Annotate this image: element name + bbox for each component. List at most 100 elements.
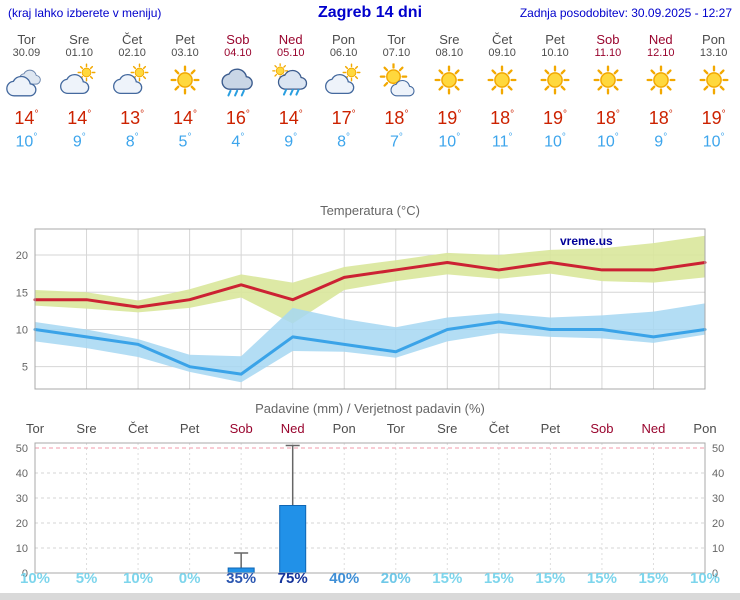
forecast-day[interactable]: Sob 11.10 18° 10° xyxy=(581,32,634,150)
precip-probability: 15% xyxy=(586,570,617,587)
svg-text:20: 20 xyxy=(16,518,28,530)
svg-text:40: 40 xyxy=(712,468,724,480)
high-temp: 19° xyxy=(437,108,462,128)
precip-probability: 35% xyxy=(226,570,257,587)
precip-day-label: Sob xyxy=(229,421,253,436)
precip-probability: 10% xyxy=(689,570,721,587)
high-temp: 17° xyxy=(331,108,356,128)
precip-day-label: Čet xyxy=(488,421,509,436)
day-name: Pet xyxy=(175,32,195,47)
forecast-day[interactable]: Sre 01.10 14° 9° xyxy=(53,32,106,150)
day-name: Sre xyxy=(69,32,90,47)
sunny-icon xyxy=(687,63,740,103)
sunny-icon xyxy=(476,63,529,103)
precip-bar xyxy=(279,505,307,574)
precip-day-label: Pet xyxy=(540,421,561,436)
svg-text:10: 10 xyxy=(16,543,28,555)
day-name: Čet xyxy=(122,32,143,47)
svg-text:50: 50 xyxy=(712,443,724,455)
precip-day-label: Sre xyxy=(437,421,458,436)
page-title: Zagreb 14 dni xyxy=(317,4,423,21)
svg-text:0: 0 xyxy=(712,568,718,579)
forecast-day[interactable]: Pon 06.10 17° 8° xyxy=(317,32,370,151)
header: (kraj lahko izberete v meniju) Zagreb 14… xyxy=(0,0,740,26)
precip-prob-row: 10% 5% 10% 0% 35% 75% 40% 20% 15% 15% 15% 15% 15% 10% xyxy=(0,571,740,587)
low-temp: 5° xyxy=(178,132,192,151)
cloudy-icon xyxy=(0,63,53,103)
day-name: Tor xyxy=(17,32,36,47)
high-temp: 14° xyxy=(14,108,39,128)
precip-day-label: Tor xyxy=(386,421,405,436)
day-date: 06.10 xyxy=(329,47,358,59)
svg-text:50: 50 xyxy=(16,443,28,455)
forecast-strip: Tor 30.09 14° 10° Sre 01.10 14° 9° Čet 02.10 13° 8°… xyxy=(0,32,740,151)
svg-text:30: 30 xyxy=(712,493,724,505)
day-date: 08.10 xyxy=(435,47,464,59)
sunny-icon xyxy=(529,63,582,103)
precip-probability: 15% xyxy=(535,570,566,587)
forecast-day[interactable]: Pon 13.10 19° 10° xyxy=(687,32,740,150)
high-temp: 19° xyxy=(701,108,726,128)
forecast-day[interactable]: Sre 08.10 19° 10° xyxy=(423,32,476,151)
precip-probability: 5% xyxy=(75,570,98,587)
low-temp: 9° xyxy=(654,132,668,151)
svg-text:20: 20 xyxy=(712,518,724,530)
day-date: 03.10 xyxy=(171,47,199,59)
partly-icon xyxy=(53,63,106,103)
forecast-day[interactable]: Pet 10.10 19° 10° xyxy=(529,32,582,151)
svg-text:20: 20 xyxy=(16,250,28,262)
high-temp: 16° xyxy=(225,108,250,128)
forecast-day[interactable]: Ned 05.10 14° 9° xyxy=(264,32,317,150)
precip-day-label: Pet xyxy=(179,421,200,436)
day-name: Pon xyxy=(332,32,356,47)
precip-day-label: Čet xyxy=(127,421,149,436)
precip-day-label: Ned xyxy=(641,421,666,436)
svg-text:40: 40 xyxy=(16,468,28,480)
precip-probability: 0% xyxy=(178,570,201,587)
precip-day-label: Tor xyxy=(25,421,45,436)
forecast-day[interactable]: Sob 04.10 16° 4° xyxy=(211,32,264,151)
low-temp: 4° xyxy=(231,132,245,151)
high-temp: 19° xyxy=(543,108,568,128)
precip-probability: 10% xyxy=(19,570,51,587)
precip-probability: 20% xyxy=(380,570,411,587)
high-temp: 14° xyxy=(278,108,303,128)
precip-probability: 75% xyxy=(277,570,308,587)
svg-text:0: 0 xyxy=(22,568,28,579)
low-temp: 10° xyxy=(15,132,38,151)
day-name: Tor xyxy=(387,32,406,47)
low-temp: 10° xyxy=(544,132,566,151)
temperature-chart-svg: 5 10 15 20 vreme.us xyxy=(16,228,707,390)
forecast-day[interactable]: Tor 30.09 14° 10° xyxy=(0,32,53,151)
forecast-day[interactable]: Ned 12.10 18° 9° xyxy=(634,32,687,151)
forecast-day[interactable]: Čet 02.10 13° 8° xyxy=(106,32,159,150)
precip-day-label: Pon xyxy=(693,421,717,436)
high-temp: 18° xyxy=(384,108,409,128)
svg-text:30: 30 xyxy=(16,493,28,505)
day-name: Ned xyxy=(648,32,673,47)
day-name: Pon xyxy=(702,32,726,47)
high-temp: 18° xyxy=(648,108,673,128)
max-range-band xyxy=(35,235,705,324)
svg-text:5: 5 xyxy=(22,362,28,374)
sunny-icon xyxy=(423,63,476,103)
day-date: 07.10 xyxy=(382,47,411,59)
svg-text:10: 10 xyxy=(712,543,724,555)
day-date: 01.10 xyxy=(65,47,94,59)
precip-probability: 15% xyxy=(432,570,463,587)
low-temp: 8° xyxy=(337,132,351,151)
day-date: 05.10 xyxy=(276,47,305,59)
precip-day-label: Pon xyxy=(332,421,356,436)
high-temp: 14° xyxy=(172,108,198,128)
sunny-icon xyxy=(159,63,212,103)
forecast-day[interactable]: Čet 09.10 18° 11° xyxy=(476,32,529,150)
min-range-band xyxy=(35,303,705,383)
low-temp: 10° xyxy=(438,132,461,151)
forecast-day[interactable]: Pet 03.10 14° 5° xyxy=(159,32,212,151)
precip-day-label: Ned xyxy=(280,421,305,436)
horizontal-scrollbar-track[interactable] xyxy=(0,593,740,600)
forecast-day[interactable]: Tor 07.10 18° 7° xyxy=(370,32,423,151)
high-temp: 18° xyxy=(595,108,620,128)
low-temp: 7° xyxy=(389,132,403,151)
day-date: 02.10 xyxy=(118,47,146,59)
